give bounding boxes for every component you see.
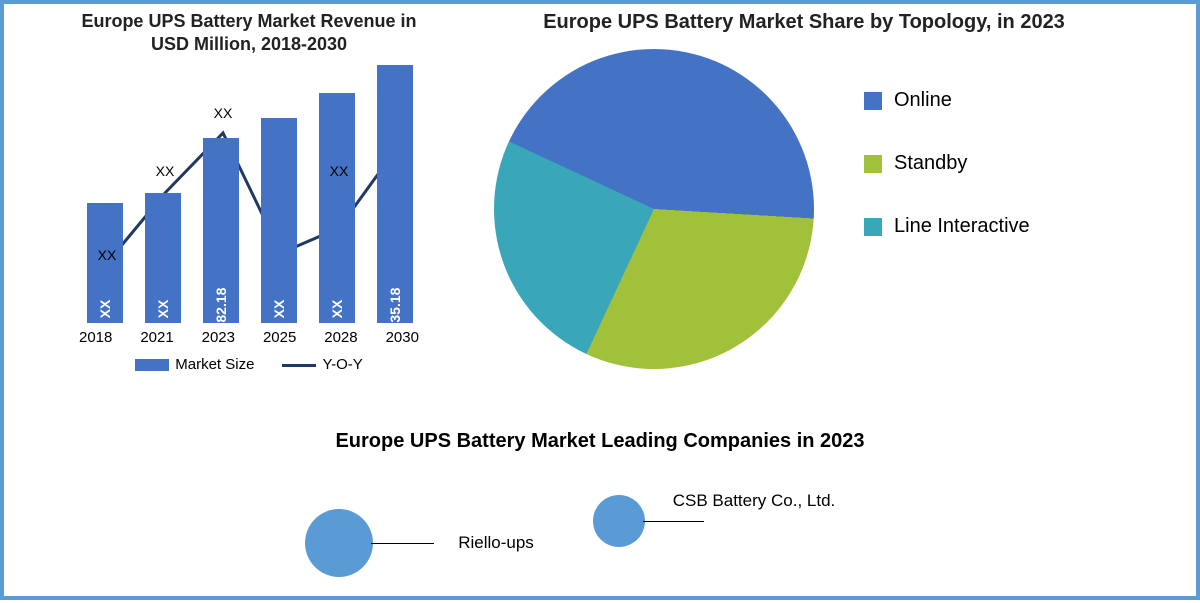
company-label: Riello-ups [436, 533, 556, 553]
bar-label-2030: 335.18 [387, 288, 403, 331]
revenue-chart-plot: XX XX 182.18 XX XX 335.18 XX XX XX XX [79, 63, 419, 323]
xx-annotation-1: XX [156, 163, 175, 179]
pie-chart [494, 49, 814, 369]
companies-title: Europe UPS Battery Market Leading Compan… [4, 430, 1196, 453]
xaxis-label: 2030 [386, 329, 419, 346]
xaxis-label: 2021 [140, 329, 173, 346]
xaxis-label: 2023 [202, 329, 235, 346]
pie-legend-label: Standby [894, 152, 967, 175]
bar-2028: XX [319, 93, 355, 323]
company-leader-line [643, 521, 704, 522]
revenue-chart-xaxis: 2018 2021 2023 2025 2028 2030 [79, 329, 419, 346]
pie-legend: Online Standby Line Interactive [864, 89, 1030, 369]
company-label: CSB Battery Co., Ltd. [664, 491, 844, 511]
xx-annotation-3: XX [330, 163, 349, 179]
pie-chart-panel: Europe UPS Battery Market Share by Topol… [444, 4, 1164, 424]
report-frame: Europe UPS Battery Market Revenue in USD… [0, 0, 1200, 600]
xx-annotation-2: XX [214, 105, 233, 121]
pie-legend-label: Line Interactive [894, 215, 1030, 238]
legend-yoy-label: Y-O-Y [322, 356, 362, 373]
bar-2021: XX [145, 193, 181, 323]
legend-yoy: Y-O-Y [282, 356, 362, 373]
revenue-chart-title: Europe UPS Battery Market Revenue in USD… [64, 10, 434, 55]
company-bubble [593, 495, 645, 547]
company-bubble [305, 509, 373, 577]
bar-2023: 182.18 [203, 138, 239, 323]
bar-2030: 335.18 [377, 65, 413, 323]
bar-label-2023: 182.18 [213, 288, 229, 331]
pie-wrap: Online Standby Line Interactive [454, 49, 1154, 369]
xx-annotation-0: XX [98, 247, 117, 263]
bar-label-2021: XX [155, 300, 171, 319]
yoy-line [79, 63, 419, 323]
bar-label-2025: XX [271, 300, 287, 319]
pie-chart-title: Europe UPS Battery Market Share by Topol… [454, 10, 1154, 35]
yoy-swatch [282, 364, 316, 367]
company-leader-line [371, 543, 434, 544]
pie-legend-label: Online [894, 89, 952, 112]
bar-label-2018: XX [97, 300, 113, 319]
pie-swatch [864, 218, 882, 236]
legend-market-size-label: Market Size [175, 356, 254, 373]
pie-legend-item: Line Interactive [864, 215, 1030, 238]
xaxis-label: 2028 [324, 329, 357, 346]
pie-swatch [864, 92, 882, 110]
revenue-chart-legend: Market Size Y-O-Y [64, 356, 434, 373]
xaxis-label: 2018 [79, 329, 112, 346]
pie-legend-item: Online [864, 89, 1030, 112]
market-size-swatch [135, 359, 169, 371]
bar-label-2028: XX [329, 300, 345, 319]
pie-legend-item: Standby [864, 152, 1030, 175]
top-row: Europe UPS Battery Market Revenue in USD… [4, 4, 1196, 424]
legend-market-size: Market Size [135, 356, 254, 373]
pie-swatch [864, 155, 882, 173]
companies-bubbles: Riello-ups CSB Battery Co., Ltd. [4, 463, 1196, 603]
bar-2025: XX [261, 118, 297, 323]
revenue-chart-panel: Europe UPS Battery Market Revenue in USD… [4, 4, 444, 424]
bar-2018: XX [87, 203, 123, 323]
xaxis-label: 2025 [263, 329, 296, 346]
